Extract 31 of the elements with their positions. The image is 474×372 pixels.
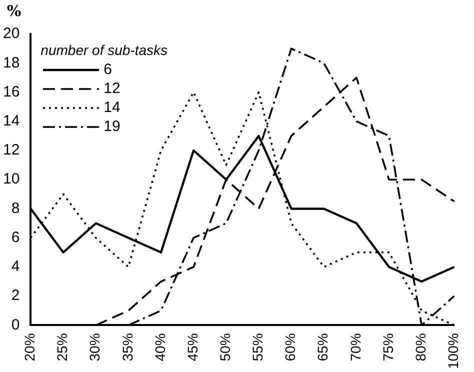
x-tick-label: 25% — [54, 333, 70, 362]
legend-label: 14 — [104, 99, 120, 116]
y-tick-label: 0 — [11, 316, 20, 334]
y-tick-label: 2 — [11, 287, 20, 304]
y-tick-label: 10 — [2, 170, 20, 188]
y-tick-label: 12 — [2, 142, 20, 159]
y-tick-label: 4 — [11, 258, 20, 276]
y-tick-label: 8 — [11, 200, 20, 217]
y-tick-label: 18 — [2, 54, 20, 72]
legend-label: 19 — [104, 118, 120, 135]
y-tick-label: 6 — [11, 228, 20, 246]
legend-title: number of sub-tasks — [40, 42, 168, 58]
x-tick-label: 80% — [412, 333, 428, 362]
legend-label: 12 — [104, 80, 120, 97]
x-tick-label: 65% — [314, 333, 331, 362]
y-tick-label: 20 — [2, 25, 20, 42]
y-tick-label: 14 — [2, 112, 20, 130]
x-tick-label: 45% — [184, 333, 200, 362]
x-tick-label: 30% — [86, 333, 103, 362]
x-tick-label: 35% — [119, 333, 136, 362]
x-tick-label: 40% — [152, 333, 168, 362]
x-tick-label: 50% — [217, 333, 234, 362]
y-axis-title: % — [6, 2, 22, 20]
x-tick-label: 100% — [445, 333, 462, 370]
legend-label: 6 — [104, 61, 112, 78]
x-tick-label: 55% — [250, 333, 266, 362]
x-tick-label: 70% — [347, 333, 364, 362]
y-tick-label: 16 — [2, 83, 20, 100]
x-tick-label: 60% — [282, 333, 298, 362]
x-tick-label: 20% — [22, 333, 38, 362]
x-tick-label: 75% — [380, 333, 396, 362]
